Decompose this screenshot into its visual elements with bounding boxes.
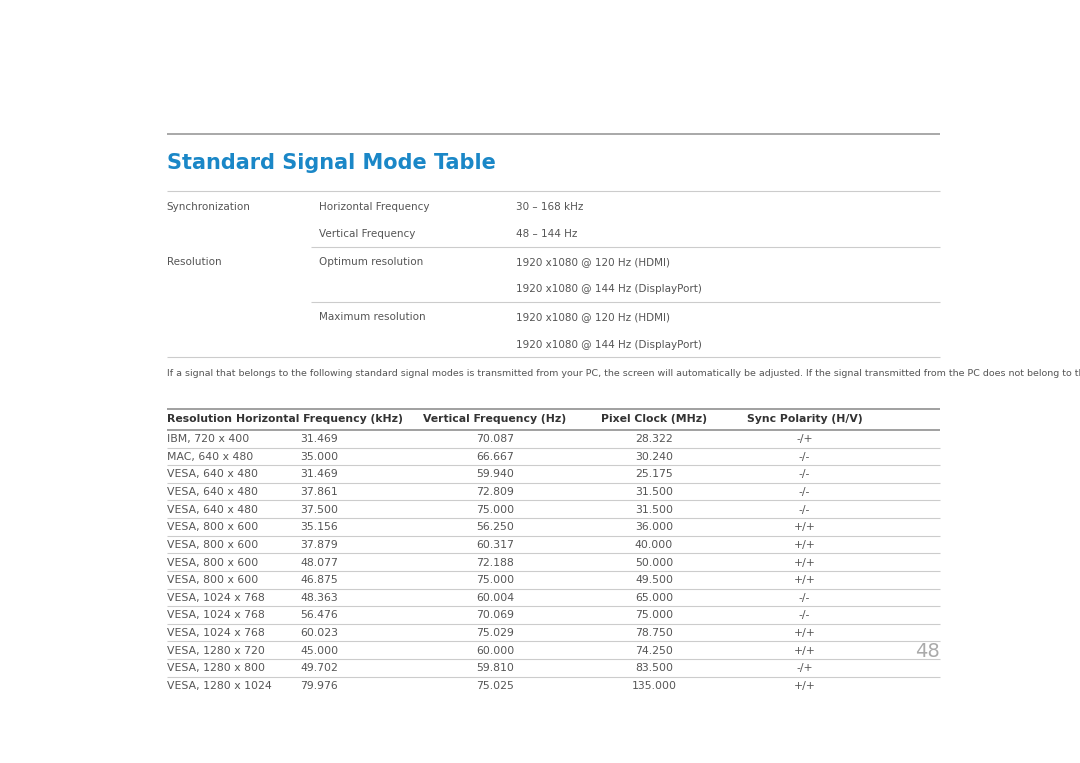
Text: -/-: -/- [799, 504, 810, 514]
Text: 75.000: 75.000 [635, 610, 673, 620]
Text: Horizontal Frequency (kHz): Horizontal Frequency (kHz) [235, 414, 403, 424]
Text: +/+: +/+ [794, 540, 815, 550]
Text: VESA, 800 x 600: VESA, 800 x 600 [166, 522, 258, 533]
Text: 75.029: 75.029 [476, 628, 514, 638]
Text: VESA, 1280 x 1024: VESA, 1280 x 1024 [166, 681, 271, 691]
Text: Vertical Frequency (Hz): Vertical Frequency (Hz) [423, 414, 567, 424]
Text: -/+: -/+ [796, 663, 813, 673]
Text: MAC, 640 x 480: MAC, 640 x 480 [166, 452, 253, 462]
Text: VESA, 1024 x 768: VESA, 1024 x 768 [166, 628, 265, 638]
Text: 36.000: 36.000 [635, 522, 673, 533]
Text: VESA, 1024 x 768: VESA, 1024 x 768 [166, 610, 265, 620]
Text: 72.809: 72.809 [476, 487, 514, 497]
Text: 1920 x1080 @ 120 Hz (HDMI): 1920 x1080 @ 120 Hz (HDMI) [516, 257, 670, 267]
Text: Resolution: Resolution [166, 414, 232, 424]
Text: 46.875: 46.875 [300, 575, 338, 585]
Text: VESA, 1280 x 800: VESA, 1280 x 800 [166, 663, 265, 673]
Text: 48.363: 48.363 [300, 593, 338, 603]
Text: +/+: +/+ [794, 681, 815, 691]
Text: 60.004: 60.004 [476, 593, 514, 603]
Text: 59.940: 59.940 [476, 469, 514, 479]
Text: -/-: -/- [799, 487, 810, 497]
Text: 31.500: 31.500 [635, 504, 673, 514]
Text: 35.000: 35.000 [300, 452, 338, 462]
Text: 78.750: 78.750 [635, 628, 673, 638]
Text: 50.000: 50.000 [635, 558, 673, 568]
Text: -/-: -/- [799, 452, 810, 462]
Text: 60.317: 60.317 [476, 540, 514, 550]
Text: 75.000: 75.000 [476, 575, 514, 585]
Text: VESA, 1280 x 720: VESA, 1280 x 720 [166, 645, 265, 655]
Text: VESA, 640 x 480: VESA, 640 x 480 [166, 504, 258, 514]
Text: 45.000: 45.000 [300, 645, 338, 655]
Text: VESA, 640 x 480: VESA, 640 x 480 [166, 487, 258, 497]
Text: Standard Signal Mode Table: Standard Signal Mode Table [166, 153, 496, 173]
Text: -/-: -/- [799, 469, 810, 479]
Text: 79.976: 79.976 [300, 681, 338, 691]
Text: 75.025: 75.025 [476, 681, 514, 691]
Text: 28.322: 28.322 [635, 434, 673, 444]
Text: VESA, 800 x 600: VESA, 800 x 600 [166, 575, 258, 585]
Text: Maximum resolution: Maximum resolution [320, 312, 426, 322]
Text: 70.087: 70.087 [476, 434, 514, 444]
Text: 56.250: 56.250 [476, 522, 514, 533]
Text: 37.861: 37.861 [300, 487, 338, 497]
Text: VESA, 1024 x 768: VESA, 1024 x 768 [166, 593, 265, 603]
Text: VESA, 640 x 480: VESA, 640 x 480 [166, 469, 258, 479]
Text: -/-: -/- [799, 593, 810, 603]
Text: Sync Polarity (H/V): Sync Polarity (H/V) [746, 414, 863, 424]
Text: Optimum resolution: Optimum resolution [320, 257, 423, 267]
Text: -/-: -/- [799, 610, 810, 620]
Text: 83.500: 83.500 [635, 663, 673, 673]
Text: Resolution: Resolution [166, 257, 221, 267]
Text: 49.702: 49.702 [300, 663, 338, 673]
Text: -/+: -/+ [796, 434, 813, 444]
Text: If a signal that belongs to the following standard signal modes is transmitted f: If a signal that belongs to the followin… [166, 369, 1080, 378]
Text: 37.879: 37.879 [300, 540, 338, 550]
Text: 75.000: 75.000 [476, 504, 514, 514]
Text: 49.500: 49.500 [635, 575, 673, 585]
Text: Synchronization: Synchronization [166, 201, 251, 211]
Text: 59.810: 59.810 [476, 663, 514, 673]
Text: Vertical Frequency: Vertical Frequency [320, 229, 416, 240]
Text: +/+: +/+ [794, 522, 815, 533]
Text: 31.469: 31.469 [300, 434, 338, 444]
Text: 135.000: 135.000 [632, 681, 676, 691]
Text: 48 – 144 Hz: 48 – 144 Hz [516, 229, 577, 240]
Text: 48.077: 48.077 [300, 558, 338, 568]
Text: 56.476: 56.476 [300, 610, 338, 620]
Text: 35.156: 35.156 [300, 522, 338, 533]
Text: 1920 x1080 @ 120 Hz (HDMI): 1920 x1080 @ 120 Hz (HDMI) [516, 312, 670, 322]
Text: 74.250: 74.250 [635, 645, 673, 655]
Text: 60.023: 60.023 [300, 628, 338, 638]
Text: VESA, 800 x 600: VESA, 800 x 600 [166, 540, 258, 550]
Text: 25.175: 25.175 [635, 469, 673, 479]
Text: 1920 x1080 @ 144 Hz (DisplayPort): 1920 x1080 @ 144 Hz (DisplayPort) [516, 340, 702, 349]
Text: 70.069: 70.069 [476, 610, 514, 620]
Text: +/+: +/+ [794, 575, 815, 585]
Text: +/+: +/+ [794, 628, 815, 638]
Text: Horizontal Frequency: Horizontal Frequency [320, 201, 430, 211]
Text: +/+: +/+ [794, 558, 815, 568]
Text: 31.500: 31.500 [635, 487, 673, 497]
Text: 66.667: 66.667 [476, 452, 514, 462]
Text: 31.469: 31.469 [300, 469, 338, 479]
Text: 1920 x1080 @ 144 Hz (DisplayPort): 1920 x1080 @ 144 Hz (DisplayPort) [516, 285, 702, 295]
Text: 60.000: 60.000 [476, 645, 514, 655]
Text: 30 – 168 kHz: 30 – 168 kHz [516, 201, 583, 211]
Text: 48: 48 [916, 642, 941, 662]
Text: VESA, 800 x 600: VESA, 800 x 600 [166, 558, 258, 568]
Text: IBM, 720 x 400: IBM, 720 x 400 [166, 434, 249, 444]
Text: 72.188: 72.188 [476, 558, 514, 568]
Text: Pixel Clock (MHz): Pixel Clock (MHz) [600, 414, 707, 424]
Text: 40.000: 40.000 [635, 540, 673, 550]
Text: 37.500: 37.500 [300, 504, 338, 514]
Text: 30.240: 30.240 [635, 452, 673, 462]
Text: 65.000: 65.000 [635, 593, 673, 603]
Text: +/+: +/+ [794, 645, 815, 655]
